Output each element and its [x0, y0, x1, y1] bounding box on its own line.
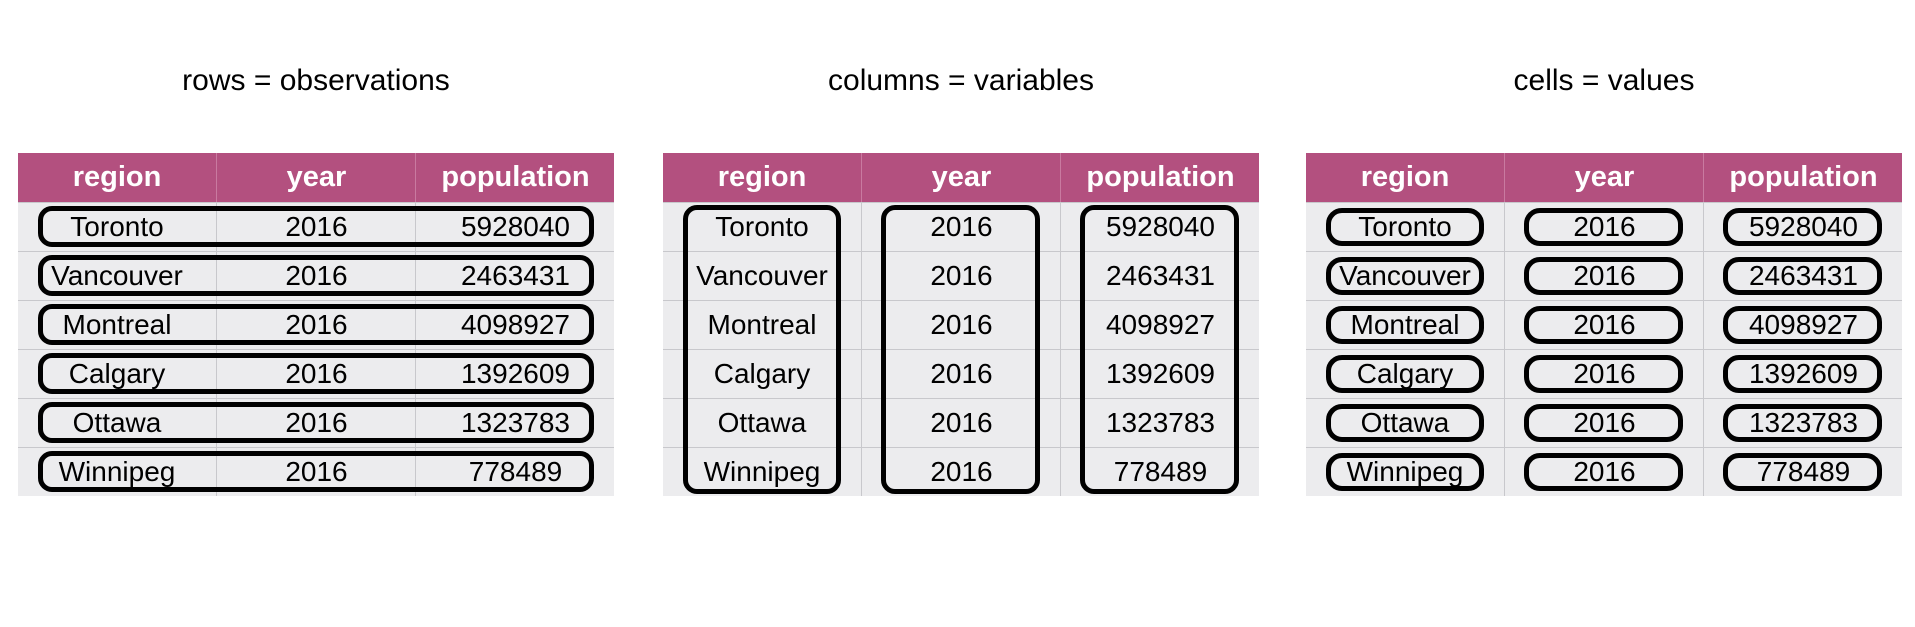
table-cell-year: 2016: [861, 399, 1061, 447]
table-row: Winnipeg 2016 778489: [1306, 447, 1902, 496]
table-cell-population: 778489: [1703, 448, 1903, 496]
table-cell-population: 4098927: [1703, 301, 1903, 349]
table-cell-region: Toronto: [70, 211, 164, 242]
table-cell-region: Winnipeg: [1346, 456, 1464, 487]
column-header-region: region: [72, 161, 162, 193]
table-row: Ottawa 2016 1323783: [663, 398, 1259, 447]
column-header-year: year: [861, 153, 1061, 202]
table-cell-year: 2016: [216, 252, 416, 300]
panel-title: columns = variables: [828, 64, 1094, 97]
table-cell-year: 2016: [216, 350, 416, 398]
table-cell-year: 2016: [1504, 252, 1704, 300]
table-row: Vancouver 2016 2463431: [1306, 251, 1902, 300]
panel-title: rows = observations: [182, 64, 450, 97]
table-cell-year: 2016: [216, 203, 416, 251]
table-row: Toronto 2016 5928040: [18, 202, 614, 251]
table-cell-year: 2016: [861, 252, 1061, 300]
table-cell-region: Winnipeg: [58, 456, 176, 487]
table-row: Montreal 2016 4098927: [1306, 300, 1902, 349]
table-cell-region: Montreal: [1350, 309, 1460, 340]
table-row: Winnipeg 2016 778489: [18, 447, 614, 496]
column-header-region: region: [1360, 161, 1450, 193]
table-cell-population: 1392609: [415, 350, 615, 398]
table-cell-region: Calgary: [68, 358, 166, 389]
table-row: Toronto 2016 5928040: [663, 202, 1259, 251]
table-cell-region: Ottawa: [717, 407, 807, 438]
panel-title: cells = values: [1513, 64, 1695, 97]
table-cell-region: Vancouver: [1339, 260, 1471, 291]
table-cell-population: 5928040: [415, 203, 615, 251]
panel-rows: rows = observations region year population T…: [18, 0, 614, 627]
column-header-population: population: [1703, 153, 1903, 202]
table-cell-year: 2016: [216, 448, 416, 496]
table-cell-year: 2016: [216, 399, 416, 447]
table-cell-region: Calgary: [713, 358, 811, 389]
table-cell-year: 2016: [1504, 448, 1704, 496]
panel-columns: columns = variables region year population T…: [663, 0, 1259, 627]
table-row: Calgary 2016 1392609: [663, 349, 1259, 398]
data-table: region year population Toronto 2016 5928040 Va…: [1306, 153, 1902, 496]
table-row: Montreal 2016 4098927: [18, 300, 614, 349]
table-header-row: region year population: [663, 153, 1259, 202]
column-header-region: region: [717, 161, 807, 193]
table-header-row: region year population: [18, 153, 614, 202]
table-row: Ottawa 2016 1323783: [18, 398, 614, 447]
table-cell-population: 1323783: [1703, 399, 1903, 447]
table-cell-population: 2463431: [1703, 252, 1903, 300]
table-cell-population: 1392609: [1060, 350, 1260, 398]
column-header-population: population: [1060, 153, 1260, 202]
table-cell-population: 1392609: [1703, 350, 1903, 398]
table-cell-year: 2016: [1504, 399, 1704, 447]
table-row: Winnipeg 2016 778489: [663, 447, 1259, 496]
table-header-row: region year population: [1306, 153, 1902, 202]
table-cell-region: Ottawa: [1360, 407, 1450, 438]
table-cell-population: 1323783: [1060, 399, 1260, 447]
table-row: Montreal 2016 4098927: [663, 300, 1259, 349]
table-cell-population: 4098927: [415, 301, 615, 349]
table-cell-region: Vancouver: [51, 260, 183, 291]
table-row: Ottawa 2016 1323783: [1306, 398, 1902, 447]
table-row: Vancouver 2016 2463431: [663, 251, 1259, 300]
table-cell-population: 778489: [1060, 448, 1260, 496]
data-table: region year population Toronto 2016 5928040 Va…: [663, 153, 1259, 496]
table-cell-year: 2016: [1504, 350, 1704, 398]
table-cell-year: 2016: [1504, 301, 1704, 349]
table-cell-year: 2016: [861, 448, 1061, 496]
table-cell-region: Montreal: [62, 309, 172, 340]
table-cell-population: 5928040: [1060, 203, 1260, 251]
table-row: Vancouver 2016 2463431: [18, 251, 614, 300]
table-cell-region: Vancouver: [696, 260, 828, 291]
table-row: Calgary 2016 1392609: [1306, 349, 1902, 398]
table-cell-population: 2463431: [1060, 252, 1260, 300]
table-cell-year: 2016: [216, 301, 416, 349]
column-header-year: year: [216, 153, 416, 202]
table-row: Toronto 2016 5928040: [1306, 202, 1902, 251]
table-cell-region: Ottawa: [72, 407, 162, 438]
data-table: region year population Toronto 2016 5928040 Va…: [18, 153, 614, 496]
column-header-population: population: [415, 153, 615, 202]
panel-cells: cells = values region year population Toront…: [1306, 0, 1902, 627]
table-row: Calgary 2016 1392609: [18, 349, 614, 398]
table-cell-population: 778489: [415, 448, 615, 496]
table-cell-year: 2016: [1504, 203, 1704, 251]
table-cell-year: 2016: [861, 301, 1061, 349]
table-cell-region: Toronto: [715, 211, 809, 242]
table-cell-population: 5928040: [1703, 203, 1903, 251]
table-cell-year: 2016: [861, 203, 1061, 251]
table-cell-region: Montreal: [707, 309, 817, 340]
table-cell-year: 2016: [861, 350, 1061, 398]
table-cell-region: Toronto: [1358, 211, 1452, 242]
column-header-year: year: [1504, 153, 1704, 202]
table-cell-region: Calgary: [1356, 358, 1454, 389]
table-cell-population: 1323783: [415, 399, 615, 447]
table-cell-population: 4098927: [1060, 301, 1260, 349]
table-cell-population: 2463431: [415, 252, 615, 300]
table-cell-region: Winnipeg: [703, 456, 821, 487]
